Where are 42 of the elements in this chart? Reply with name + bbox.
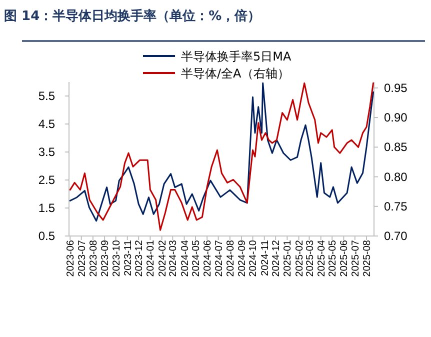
x-tick-label: 2024-01 [146, 240, 157, 277]
x-tick-label: 2025-06 [339, 240, 350, 277]
y-tick-label: 1.5 [38, 201, 56, 215]
x-tick-label: 2023-07 [76, 240, 88, 277]
x-tick-label: 2023-08 [88, 240, 100, 277]
x-tick-label: 2023-12 [134, 240, 146, 277]
y-tick-label: 3.5 [38, 145, 56, 159]
y-tick-label: 5.5 [38, 89, 56, 103]
y2-tick-label: 0.85 [384, 140, 408, 154]
y2-tick-label: 0.95 [384, 80, 408, 95]
x-tick-label: 2023-09 [100, 240, 112, 277]
legend-label: 半导体换手率5日MA [181, 50, 292, 64]
chart-title: 图 14：半导体日均换手率（单位：%，倍） [4, 8, 261, 24]
x-tick-label: 2024-12 [271, 240, 282, 277]
x-tick-label: 2024-05 [190, 240, 202, 277]
y-tick-label: 4.5 [38, 117, 56, 131]
x-tick-label: 2024-04 [180, 240, 191, 277]
x-tick-label: 2024-06 [202, 240, 214, 277]
x-tick-label: 2024-03 [168, 240, 180, 277]
y-tick-label: 2.5 [38, 173, 56, 187]
x-tick-label: 2024-10 [248, 240, 260, 277]
x-tick-label: 2024-08 [225, 240, 236, 277]
x-tick-label: 2025-08 [362, 240, 374, 277]
y2-tick-label: 0.75 [384, 199, 408, 214]
x-tick-label: 2025-02 [294, 240, 306, 277]
x-tick-label: 2024-02 [157, 240, 168, 277]
x-tick-label: 2025-04 [316, 240, 328, 277]
x-tick-label: 2025-05 [328, 240, 339, 277]
x-tick-label: 2024-07 [214, 240, 225, 277]
y2-tick-label: 0.70 [384, 229, 408, 243]
legend-label: 半导体/全A（右轴） [181, 66, 290, 80]
y2-tick-label: 0.90 [384, 110, 408, 125]
x-tick-label: 2025-01 [282, 240, 294, 277]
x-tick-label: 2023-11 [122, 240, 134, 276]
x-tick-label: 2025-07 [350, 240, 362, 277]
x-tick-label: 2024-09 [237, 240, 248, 277]
x-tick-label: 2023-10 [111, 240, 122, 277]
x-tick-label: 2024-11 [260, 240, 271, 276]
y-tick-label: 0.5 [38, 229, 56, 243]
x-tick-label: 2023-06 [66, 240, 77, 277]
y2-tick-label: 0.80 [384, 170, 408, 184]
x-tick-label: 2025-03 [304, 240, 316, 277]
